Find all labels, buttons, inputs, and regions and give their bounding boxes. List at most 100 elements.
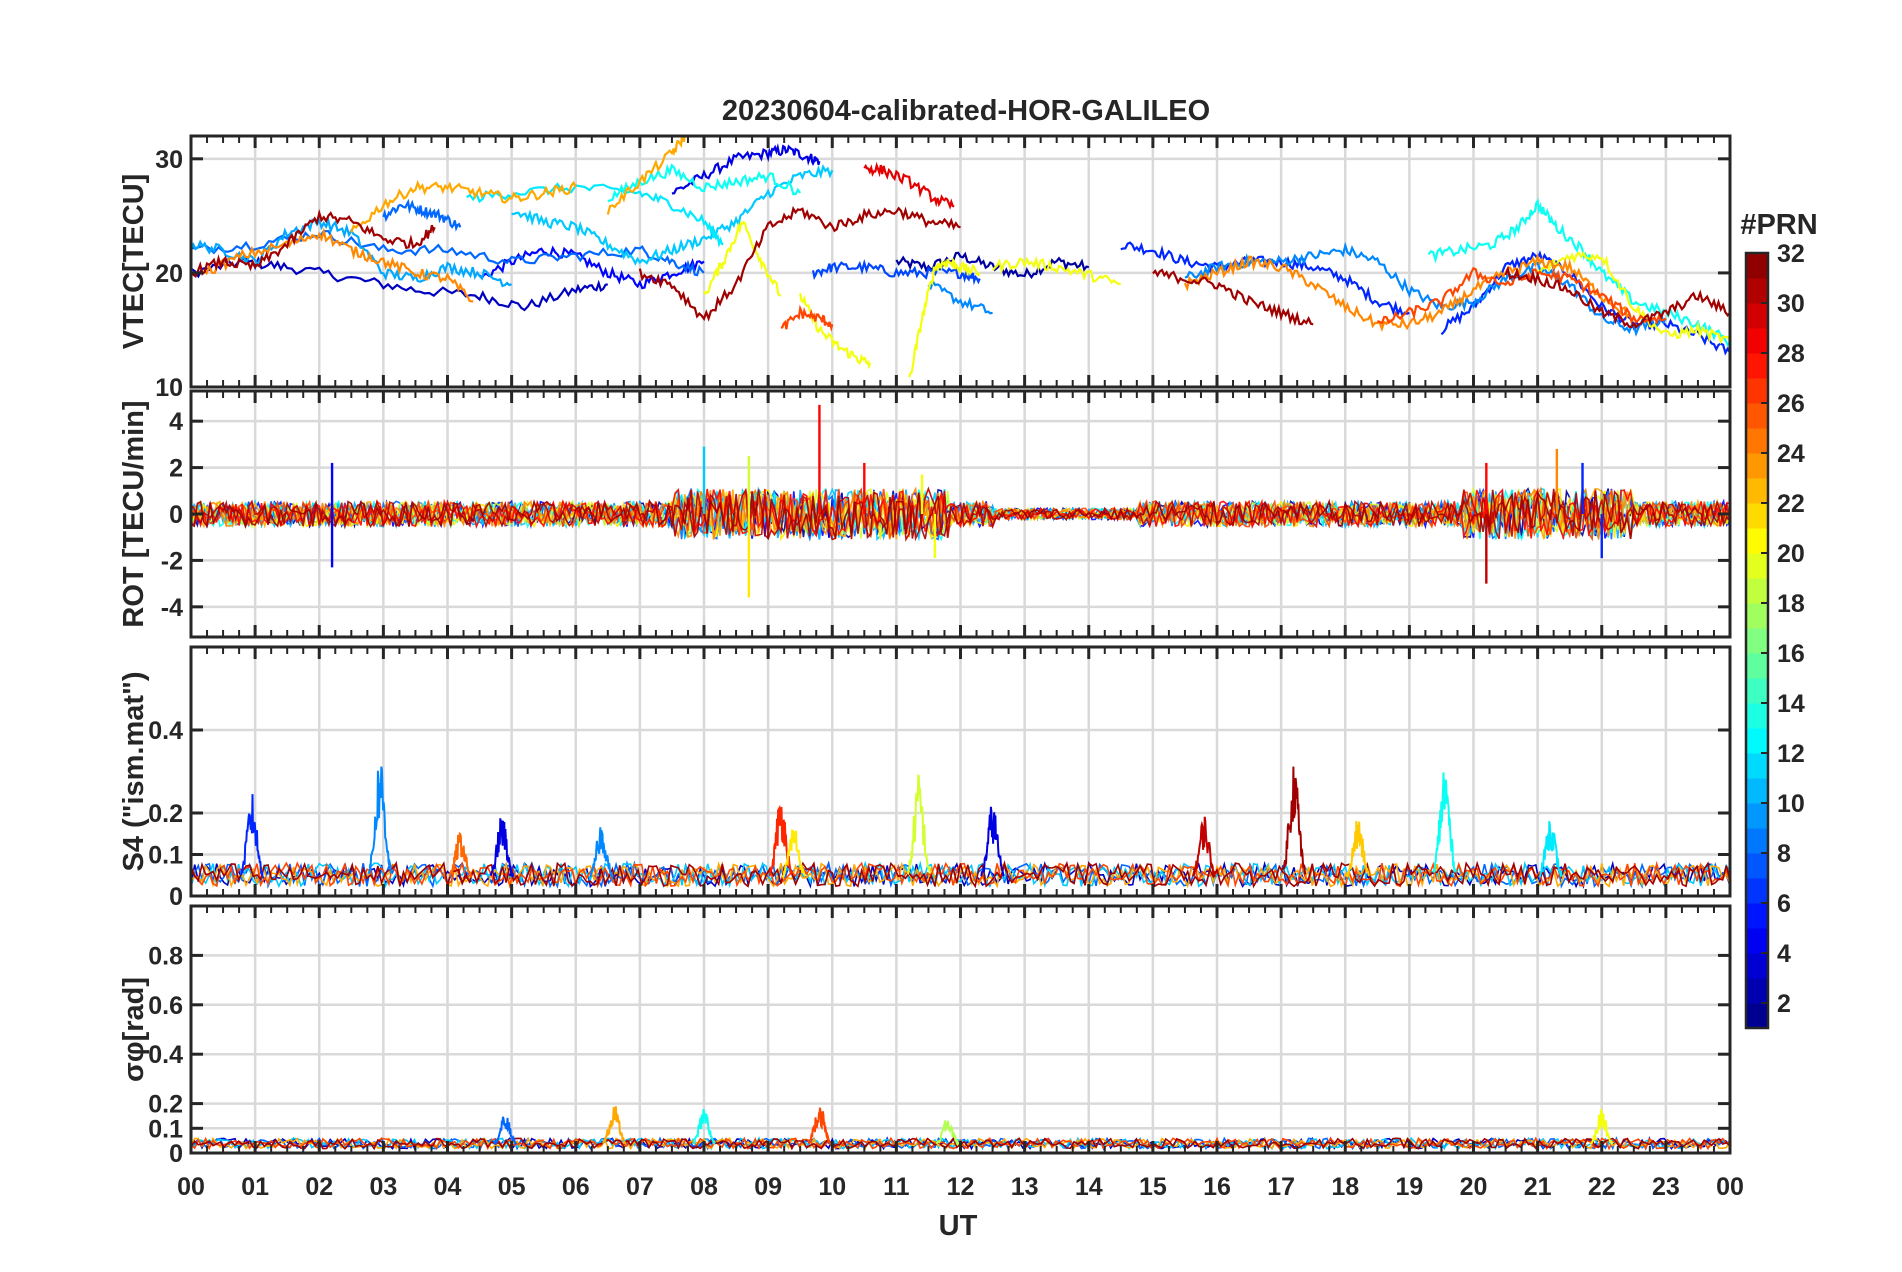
s4-burst (589, 827, 614, 881)
x-tick-label: 07 (626, 1173, 654, 1201)
x-tick-label: 06 (562, 1173, 590, 1201)
vtec-series-prn-31 (638, 205, 961, 322)
colorbar-segment (1746, 678, 1768, 704)
colorbar-segment (1746, 578, 1768, 604)
y-tick-label: 0.2 (148, 1091, 183, 1119)
sigma_phi-burst (807, 1107, 832, 1146)
s4-burst (1432, 772, 1457, 873)
vtec-series-prn-13 (1427, 198, 1730, 347)
y-tick-label: 0 (169, 501, 183, 529)
sigma_phi-burst (692, 1108, 716, 1146)
x-tick-label: 20 (1460, 1173, 1488, 1201)
x-tick-label: 05 (498, 1173, 526, 1201)
y-tick-label: 2 (169, 455, 183, 483)
y-tick-label: 0 (169, 1140, 183, 1168)
x-tick-label: 04 (434, 1173, 462, 1201)
colorbar-segment (1746, 928, 1768, 954)
vtec-series-prn-20 (908, 257, 981, 378)
sigma_phi-burst (602, 1106, 627, 1145)
y-tick-label: 4 (169, 408, 183, 436)
colorbar-tick-label: 8 (1777, 840, 1791, 868)
vtec-series-prn-24 (1183, 253, 1635, 332)
colorbar-tick-label: 4 (1777, 940, 1791, 968)
sigma_phi-burst (935, 1120, 960, 1147)
vtec-series-prn-26 (780, 304, 834, 333)
s4-burst (239, 794, 264, 876)
s4-burst (781, 829, 806, 879)
x-tick-label: 11 (883, 1173, 910, 1201)
x-tick-label: 19 (1395, 1173, 1423, 1201)
x-tick-label: 12 (947, 1173, 975, 1201)
colorbar-frame (1744, 251, 1770, 1030)
s4-burst (906, 774, 931, 876)
panel-sigma_phi: 00.10.2 0.4 0.6 0.8 σφ[rad] (118, 904, 1732, 1168)
y-axis-label: σφ[rad] (118, 977, 150, 1082)
vtec-series-prn-26 (1376, 266, 1667, 325)
x-tick-label: 14 (1075, 1173, 1103, 1201)
chart-title: 20230604-calibrated-HOR-GALILEO (722, 95, 1210, 127)
x-tick-label: 15 (1139, 1173, 1167, 1201)
x-tick-label: 10 (818, 1173, 846, 1201)
colorbar-segment (1746, 803, 1768, 829)
colorbar-tick-label: 12 (1777, 740, 1805, 768)
panel-s4: 0 0.1 0.2 0.4S4 ("ism.mat") (118, 645, 1732, 911)
vtec-series-prn-31 (191, 208, 436, 279)
colorbar-segment (1746, 628, 1768, 654)
rot-noise-prn-30 (191, 486, 1730, 542)
y-tick-label: 30 (155, 146, 183, 174)
colorbar-tick-label: 10 (1777, 790, 1805, 818)
colorbar-segment (1746, 703, 1768, 729)
y-tick-label: -4 (161, 594, 183, 622)
vtec-series-prn-29 (863, 161, 955, 210)
vtec-series-prn-7 (811, 258, 981, 286)
colorbar-segment (1746, 903, 1768, 929)
vtec-series-prn-20 (799, 293, 872, 370)
s4-burst (489, 818, 515, 877)
x-tick-label: 01 (241, 1173, 269, 1201)
vtec-series-prn-20 (991, 255, 1122, 286)
colorbar-segment (1746, 778, 1768, 804)
y-tick-label: 0.1 (148, 1115, 183, 1143)
vtec-series-prn-31 (1504, 265, 1730, 330)
rot-noise-prn-28 (191, 487, 1730, 541)
x-tick-label: 00 (177, 1173, 205, 1201)
y-tick-label: 20 (155, 260, 183, 288)
x-tick-label: 02 (305, 1173, 333, 1201)
colorbar-tick-label: 2 (1777, 990, 1791, 1018)
vtec-series-prn-4 (671, 143, 821, 195)
x-tick-label: 17 (1267, 1173, 1295, 1201)
x-axis: 00 01 02 03 04 05 06 07 08 09 10 11 12 13 14 15 16 17 18 19… (177, 1173, 1744, 1201)
x-tick-label: 09 (754, 1173, 782, 1201)
colorbar-segment (1746, 728, 1768, 754)
x-tick-label: 00 (1716, 1173, 1744, 1201)
y-tick-label: 0.6 (148, 992, 183, 1020)
y-tick-label: 10 (155, 374, 183, 402)
sigma_phi-burst (493, 1116, 517, 1146)
y-tick-label: 0 (169, 883, 183, 911)
vtec-series-prn-6 (1120, 241, 1410, 318)
colorbar-segment (1746, 303, 1768, 329)
colorbar-segment (1746, 403, 1768, 429)
colorbar-segment (1746, 753, 1768, 779)
x-tick-label: 03 (369, 1173, 397, 1201)
x-tick-label: 16 (1203, 1173, 1231, 1201)
colorbar-segment (1746, 253, 1768, 279)
colorbar-segment (1746, 528, 1768, 554)
y-tick-label: -2 (161, 547, 183, 575)
x-tick-label: 22 (1588, 1173, 1616, 1201)
s4-burst (1281, 766, 1307, 875)
y-tick-label: 0.2 (148, 800, 183, 828)
y-axis-label: S4 ("ism.mat") (118, 672, 150, 872)
colorbar-segment (1746, 553, 1768, 579)
x-tick-label: 21 (1524, 1173, 1552, 1201)
y-axis-label: VTEC[TECU] (118, 174, 150, 350)
x-tick-label: 18 (1331, 1173, 1359, 1201)
vtec-series-prn-8 (382, 198, 462, 232)
colorbar-segment (1746, 378, 1768, 404)
colorbar-segment (1746, 428, 1768, 454)
colorbar-segment (1746, 853, 1768, 879)
colorbar-segment (1746, 828, 1768, 854)
s4-burst (1538, 821, 1563, 878)
vtec-series-prn-2 (895, 251, 1090, 280)
